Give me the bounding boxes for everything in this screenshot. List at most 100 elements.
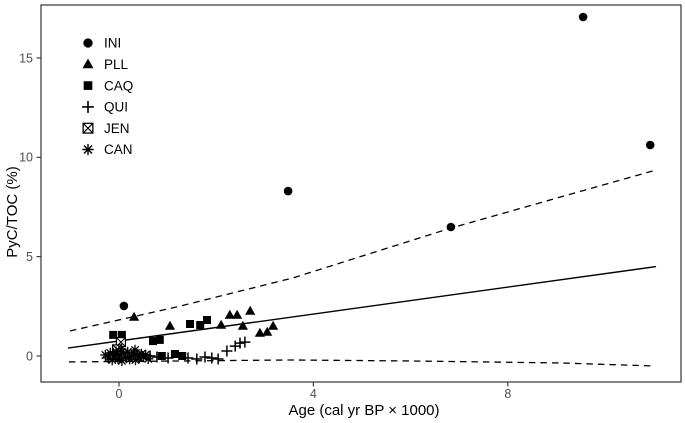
filled-circle-icon [578,12,588,22]
asterisk-icon [128,347,139,359]
filled-square-icon [155,335,164,344]
point-CAN [114,349,126,360]
point-QUI [234,337,246,349]
point-CAN [132,349,143,361]
legend-item-QUI: QUI [82,100,128,115]
filled-square-icon [170,350,179,358]
point-PLL [237,320,248,330]
point-INI [578,12,588,22]
point-PLL [164,320,176,330]
filled-triangle-icon [237,320,248,330]
point-CAQ [149,337,157,346]
point-CAQ [196,321,205,329]
point-CAN [122,346,133,358]
filled-circle-icon [119,301,129,311]
point-PLL [232,309,243,319]
x-tick-label: 8 [504,387,511,401]
point-QUI [151,351,163,363]
x-axis-title: Age (cal yr BP × 1000) [288,402,439,419]
point-CAQ [170,350,179,358]
plot-panel [40,4,682,383]
point-CAN [112,353,124,364]
filled-triangle-icon [216,319,227,329]
point-QUI [212,353,224,365]
filled-triangle-icon [232,309,243,319]
point-INI [645,140,655,150]
legend-item-CAN: CAN [82,142,133,157]
axes-layer: 0 4 8 0 5 10 15 [19,51,511,401]
filled-triangle-icon [224,309,235,319]
point-CAQ [109,330,118,339]
plus-icon [182,352,194,364]
y-axis-title: PyC/TOC (%) [4,166,21,257]
legend-key-CAN [82,143,94,156]
regression-line [67,265,657,349]
asterisk-icon [116,343,127,355]
filled-square-icon [117,330,126,339]
point-CAN [129,344,141,356]
point-CAQ [155,335,164,344]
filled-triangle-icon [129,311,140,321]
point-CAN [120,351,132,363]
asterisk-icon [103,352,114,364]
filled-square-icon [203,316,211,324]
filled-triangle-icon [164,320,176,330]
y-tick-label: 5 [26,250,33,264]
point-INI [283,186,293,196]
point-CAN [126,350,137,362]
point-QUI [191,353,203,365]
legend-key-CAQ [83,81,93,90]
point-QUI [199,351,211,363]
point-QUI [162,352,174,364]
point-CAQ [117,330,126,339]
legend-key-INI [83,38,93,48]
legend-item-CAQ: CAQ [83,78,133,93]
point-CAN [118,348,130,359]
filled-triangle-icon [262,326,273,336]
asterisk-icon [120,351,132,363]
x-tick-label: 0 [116,387,123,401]
point-CAN [116,343,127,355]
boxed-x-icon [82,122,94,134]
asterisk-icon [130,354,141,366]
y-tick-label: 10 [19,151,33,165]
filled-triangle-icon [254,327,265,337]
point-CAN [140,349,151,360]
point-CAN [142,353,154,364]
legend-label: CAQ [104,78,133,93]
points-layer [100,12,655,366]
point-PLL [224,309,235,319]
plus-icon [239,336,251,348]
asterisk-icon [124,354,135,365]
asterisk-icon [142,353,154,364]
plus-icon [162,352,174,364]
point-CAN [116,355,128,366]
point-CAQ [203,316,211,324]
point-CAN [128,347,139,359]
y-tick-label: 15 [19,51,33,65]
asterisk-icon [129,344,141,356]
point-CAN [106,354,118,366]
legend-key-QUI [82,100,94,113]
point-PLL [262,326,273,336]
point-QUI [206,352,218,364]
y-tick-label: 0 [26,349,33,363]
filled-triangle-icon [268,320,279,330]
legend-label: PLL [104,57,129,72]
filled-triangle-icon [245,305,256,315]
asterisk-icon [82,143,94,156]
filled-square-icon [149,337,157,346]
asterisk-icon [112,353,124,364]
filled-square-icon [109,330,118,339]
asterisk-icon [106,354,118,366]
asterisk-icon [114,349,126,360]
point-CAN [124,354,135,365]
legend-label: QUI [104,100,128,115]
point-CAQ [186,320,194,328]
legend-label: CAN [104,142,133,157]
point-CAQ [178,352,187,360]
filled-square-icon [157,352,166,360]
asterisk-icon [140,349,151,360]
